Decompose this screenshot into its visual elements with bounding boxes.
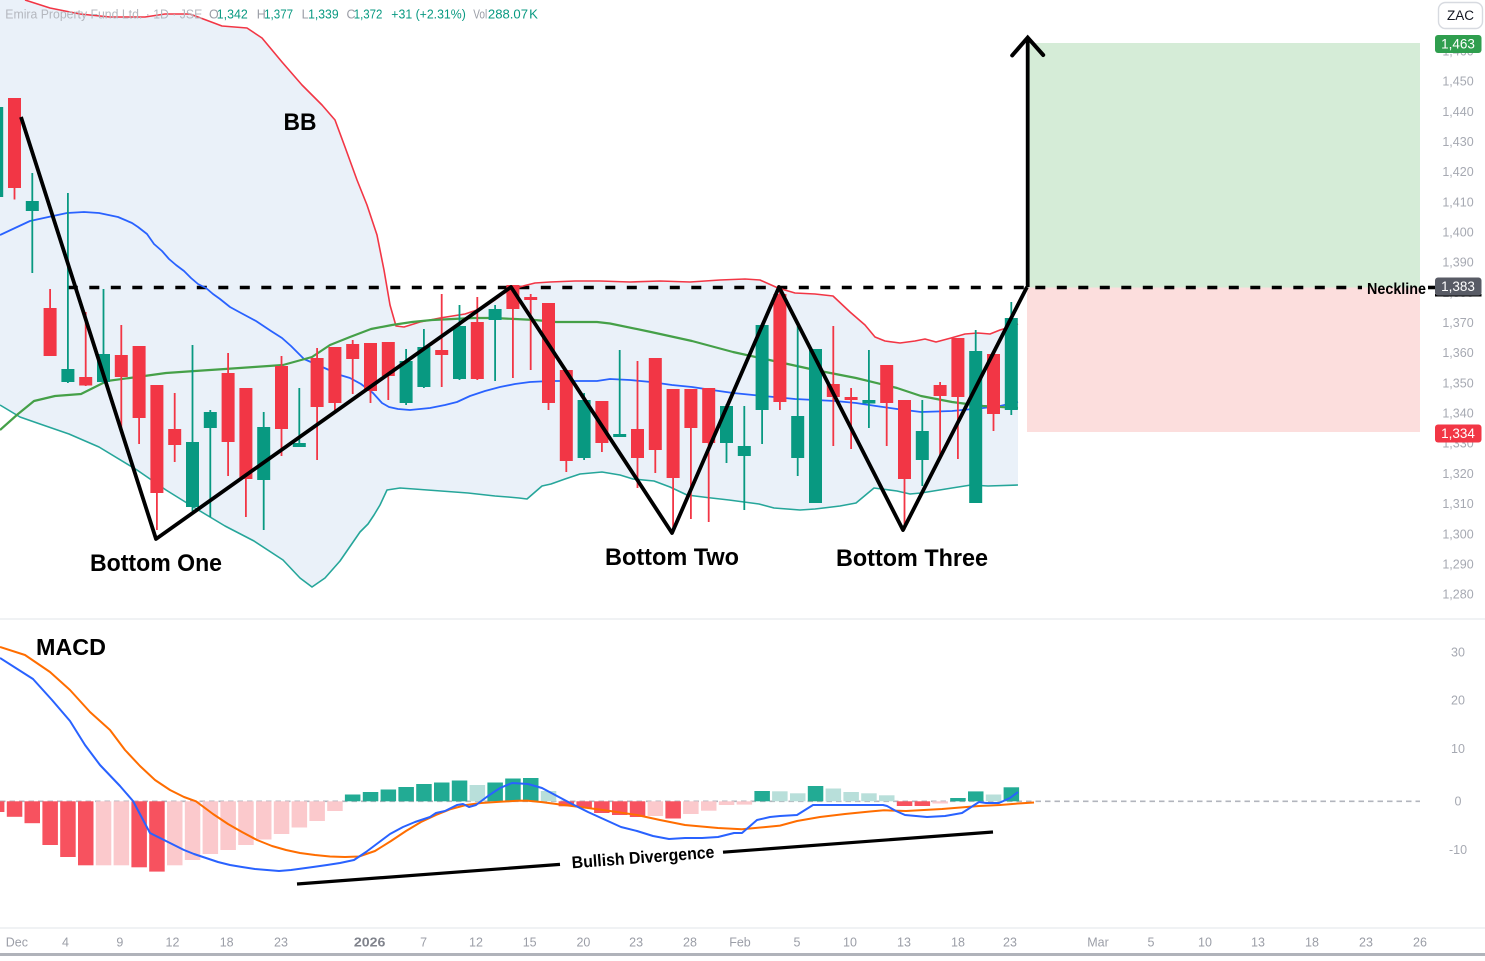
svg-text:1,390: 1,390 <box>1442 256 1473 270</box>
svg-text:BB: BB <box>284 109 317 136</box>
svg-text:1,360: 1,360 <box>1442 346 1473 360</box>
svg-text:18: 18 <box>951 936 965 950</box>
svg-text:Emira Property Fund Ltd. · 1D: Emira Property Fund Ltd. · 1D · JSE <box>5 8 202 22</box>
svg-text:18: 18 <box>1305 936 1319 950</box>
svg-text:23: 23 <box>274 936 288 950</box>
svg-text:1,300: 1,300 <box>1442 527 1473 541</box>
svg-text:5: 5 <box>794 936 801 950</box>
svg-text:Bottom Two: Bottom Two <box>605 544 739 571</box>
svg-text:MACD: MACD <box>36 634 106 660</box>
svg-text:23: 23 <box>1003 936 1017 950</box>
svg-text:H: H <box>257 8 266 22</box>
svg-text:1,440: 1,440 <box>1442 105 1473 119</box>
svg-text:1,370: 1,370 <box>1442 316 1473 330</box>
svg-text:1,410: 1,410 <box>1442 195 1473 209</box>
svg-text:1,320: 1,320 <box>1442 467 1473 481</box>
svg-text:-10: -10 <box>1449 843 1467 857</box>
svg-text:1,290: 1,290 <box>1442 557 1473 571</box>
svg-text:23: 23 <box>1359 936 1373 950</box>
svg-text:1,450: 1,450 <box>1442 75 1473 89</box>
svg-text:2026: 2026 <box>354 936 386 950</box>
svg-text:23: 23 <box>629 936 643 950</box>
svg-text:1,340: 1,340 <box>1442 407 1473 421</box>
svg-text:1,342: 1,342 <box>217 8 248 22</box>
svg-text:26: 26 <box>1413 936 1427 950</box>
svg-text:30: 30 <box>1451 645 1465 659</box>
svg-text:12: 12 <box>166 936 180 950</box>
svg-text:L: L <box>302 8 309 22</box>
svg-text:10: 10 <box>1198 936 1212 950</box>
svg-text:1,400: 1,400 <box>1442 226 1473 240</box>
svg-text:1,383: 1,383 <box>1441 279 1475 294</box>
svg-text:1,463: 1,463 <box>1441 36 1475 51</box>
svg-text:28: 28 <box>683 936 697 950</box>
svg-text:20: 20 <box>576 936 590 950</box>
svg-text:0: 0 <box>1455 795 1462 809</box>
svg-text:1,377: 1,377 <box>264 8 293 22</box>
svg-text:15: 15 <box>523 936 537 950</box>
svg-text:1,350: 1,350 <box>1442 376 1473 390</box>
svg-text:1,372: 1,372 <box>354 8 383 22</box>
svg-text:ZAC: ZAC <box>1447 8 1474 23</box>
svg-text:1,280: 1,280 <box>1442 588 1473 602</box>
svg-text:1,339: 1,339 <box>308 8 339 22</box>
svg-text:O: O <box>209 8 219 22</box>
svg-text:10: 10 <box>843 936 857 950</box>
svg-text:20: 20 <box>1451 694 1465 708</box>
svg-text:1,310: 1,310 <box>1442 497 1473 511</box>
svg-text:5: 5 <box>1148 936 1155 950</box>
svg-text:Bottom Three: Bottom Three <box>836 545 988 572</box>
svg-text:12: 12 <box>469 936 483 950</box>
svg-text:1,430: 1,430 <box>1442 135 1473 149</box>
svg-text:13: 13 <box>1251 936 1265 950</box>
svg-text:18: 18 <box>220 936 234 950</box>
svg-text:1,420: 1,420 <box>1442 165 1473 179</box>
svg-text:Vol: Vol <box>473 8 487 22</box>
svg-text:13: 13 <box>897 936 911 950</box>
svg-text:1,334: 1,334 <box>1441 426 1475 441</box>
svg-text:7: 7 <box>420 936 427 950</box>
svg-text:Feb: Feb <box>729 936 751 950</box>
svg-text:C: C <box>347 8 356 22</box>
svg-text:4: 4 <box>62 936 69 950</box>
svg-text:288.07 K: 288.07 K <box>488 8 539 22</box>
svg-text:9: 9 <box>116 936 123 950</box>
svg-text:Bottom One: Bottom One <box>90 550 222 577</box>
svg-text:10: 10 <box>1451 742 1465 756</box>
svg-text:Neckline: Neckline <box>1367 281 1426 298</box>
svg-text:Dec: Dec <box>6 936 28 950</box>
svg-text:+31 (+2.31%): +31 (+2.31%) <box>391 8 466 22</box>
svg-text:Mar: Mar <box>1087 936 1109 950</box>
